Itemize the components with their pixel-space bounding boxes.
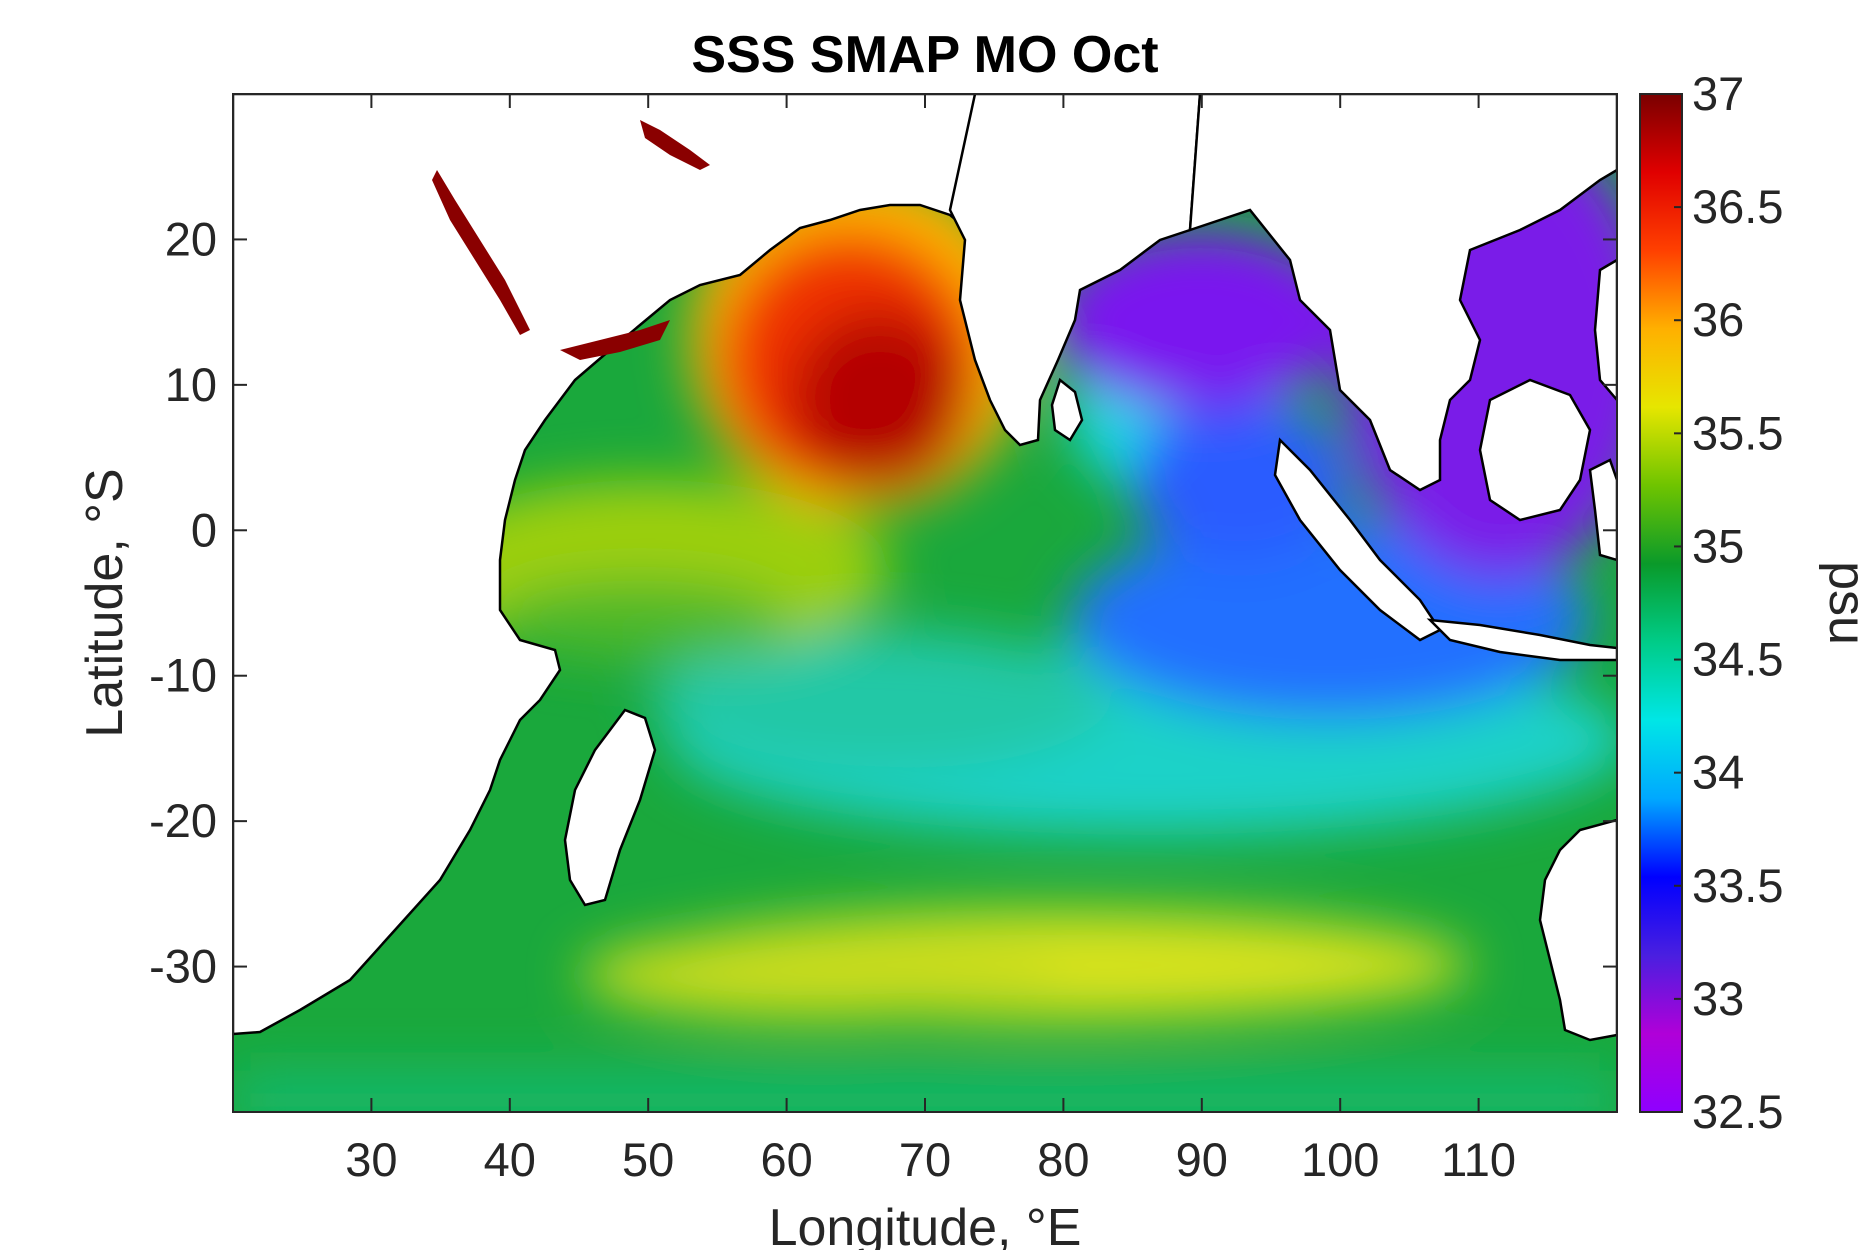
colorbar: [1639, 93, 1683, 1113]
x-tick-label: 70: [899, 1133, 951, 1186]
colorbar-tick-label: 34: [1692, 746, 1744, 799]
x-tick-label: 110: [1441, 1133, 1516, 1186]
colorbar-tick-label: 33.5: [1692, 859, 1783, 912]
x-tick-label: 80: [1037, 1133, 1089, 1186]
colorbar-tick-label: 32.5: [1692, 1085, 1783, 1138]
colorbar-tick-label: 37: [1692, 67, 1744, 120]
y-tick-label: -20: [149, 794, 217, 847]
x-tick-label: 100: [1301, 1133, 1379, 1186]
x-tick-label: 30: [345, 1133, 397, 1186]
colorbar-tick-label: 35.5: [1692, 406, 1783, 459]
y-tick-label: -10: [149, 649, 217, 702]
y-tick-label: 20: [165, 212, 217, 265]
colorbar-tick-label: 34.5: [1692, 633, 1783, 686]
land: [233, 94, 1617, 1042]
y-ticks: 20 10 0 -10 -20 -30: [149, 212, 1617, 993]
y-tick-label: 0: [191, 503, 217, 556]
x-tick-label: 40: [484, 1133, 536, 1186]
salinity-field: [233, 94, 1617, 1112]
x-axis-label: Longitude, °E: [769, 1199, 1082, 1250]
colorbar-tick-label: 35: [1692, 519, 1744, 572]
red-sea: [432, 120, 710, 360]
y-tick-label: 10: [165, 358, 217, 411]
y-axis-label: Latitude, °S: [76, 468, 134, 737]
colorbar-ticks: 37 36.5 36 35.5 35 34.5 34 33.5 33 32.5: [1674, 67, 1783, 1138]
x-ticks: 30 40 50 60 70 80 90 100 110: [345, 94, 1516, 1186]
colorbar-label: psu: [1818, 561, 1875, 645]
colorbar-tick-label: 36.5: [1692, 180, 1783, 233]
colorbar-tick-label: 33: [1692, 972, 1744, 1025]
y-tick-label: -30: [149, 940, 217, 993]
x-tick-label: 50: [622, 1133, 674, 1186]
x-tick-label: 90: [1176, 1133, 1228, 1186]
x-tick-label: 60: [760, 1133, 812, 1186]
map-title: SSS SMAP MO Oct: [691, 26, 1158, 84]
colorbar-tick-label: 36: [1692, 293, 1744, 346]
